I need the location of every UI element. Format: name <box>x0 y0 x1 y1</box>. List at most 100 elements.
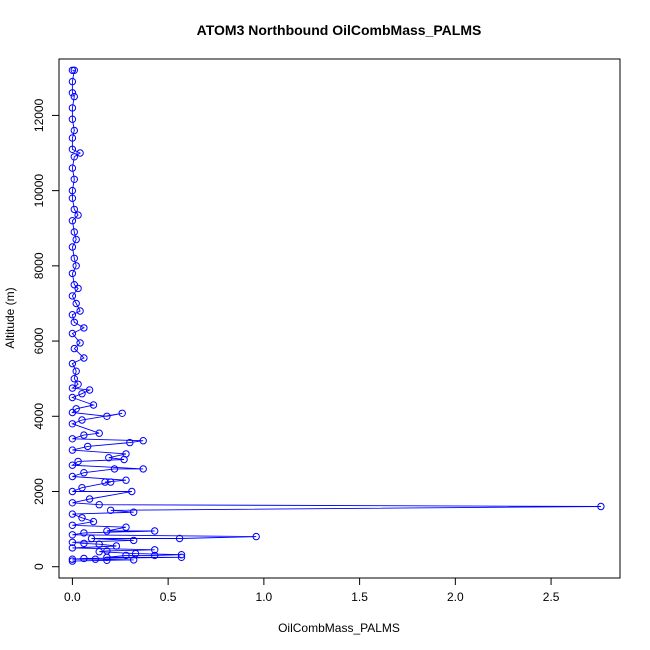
data-point <box>95 540 103 548</box>
data-point <box>78 416 86 424</box>
data-point <box>68 531 77 539</box>
data-point <box>68 510 77 518</box>
y-axis: 0 2000 4000 6000 8000 10000 12000 <box>32 98 60 570</box>
data-point <box>101 478 109 486</box>
data-point <box>80 324 88 332</box>
x-tick-label: 0.0 <box>64 590 81 604</box>
data-point <box>252 532 260 541</box>
data-point <box>130 536 138 545</box>
chart-title: ATOM3 Northbound OilCombMass_PALMS <box>197 22 482 38</box>
data-point <box>84 442 92 451</box>
data-point <box>68 521 77 529</box>
data-point <box>78 514 86 522</box>
data-point <box>70 153 79 161</box>
x-tick-label: 1.5 <box>351 590 368 604</box>
data-point <box>118 409 126 417</box>
data-point <box>78 390 86 398</box>
data-point <box>103 556 111 564</box>
data-point <box>72 405 80 413</box>
data-point <box>74 284 82 293</box>
data-point <box>70 126 79 135</box>
data-point <box>76 149 84 157</box>
data-point <box>68 393 77 402</box>
data-point <box>87 534 96 543</box>
data-point <box>122 523 130 531</box>
data-point <box>68 446 77 454</box>
data-point <box>103 553 111 561</box>
data-point <box>68 487 77 496</box>
data-point <box>68 186 77 195</box>
data-point <box>72 367 80 375</box>
data-point <box>70 281 79 289</box>
x-tick-label: 2.5 <box>543 590 560 604</box>
data-point <box>74 457 82 466</box>
data-point <box>177 551 186 559</box>
data-point <box>122 476 130 484</box>
data-point <box>68 217 77 225</box>
data-point <box>70 344 79 353</box>
data-point <box>68 115 77 123</box>
data-point <box>80 469 88 477</box>
data-point <box>151 527 159 535</box>
x-axis: 0.0 0.5 1.0 1.5 2.0 2.5 <box>64 577 560 604</box>
data-point <box>68 194 77 202</box>
x-tick-label: 0.5 <box>160 590 177 604</box>
x-axis-label: OilCombMass_PALMS <box>278 621 400 635</box>
y-tick-label: 0 <box>32 563 46 570</box>
data-point <box>70 175 79 184</box>
data-point <box>74 380 82 388</box>
data-point <box>68 544 77 552</box>
data-point <box>126 438 134 447</box>
data-point <box>70 254 79 262</box>
data-point <box>68 557 77 565</box>
data-point <box>68 329 77 338</box>
data-point <box>70 205 79 214</box>
data-point <box>139 465 147 473</box>
data-point <box>80 529 88 537</box>
data-point <box>80 431 88 439</box>
data-point <box>95 548 103 556</box>
data-point <box>175 534 184 543</box>
data-point <box>122 551 130 560</box>
data-point <box>68 420 77 428</box>
data-point <box>68 269 77 278</box>
data-point <box>130 556 138 564</box>
data-point <box>78 484 86 492</box>
data-point <box>85 495 94 503</box>
data-point <box>107 506 115 514</box>
y-tick-label: 2000 <box>32 478 46 505</box>
data-point <box>68 66 77 75</box>
data-point <box>91 555 100 563</box>
data-point <box>103 412 111 420</box>
y-tick-label: 6000 <box>32 327 46 354</box>
data-point <box>95 501 103 509</box>
data-point <box>68 555 77 563</box>
data-point <box>89 401 98 409</box>
series-line <box>71 69 601 562</box>
data-point <box>70 318 79 326</box>
data-point <box>70 66 79 75</box>
data-point <box>72 262 80 270</box>
data-point <box>68 243 77 251</box>
data-point <box>177 553 186 561</box>
data-point <box>76 339 84 347</box>
data-point <box>68 134 77 142</box>
plot-area <box>68 66 605 565</box>
data-point <box>139 437 147 445</box>
y-axis-label: Altitude (m) <box>3 287 17 348</box>
y-tick-label: 12000 <box>32 98 46 132</box>
data-point <box>103 527 111 535</box>
data-point <box>151 551 159 560</box>
data-point <box>80 539 88 548</box>
data-point <box>89 517 98 526</box>
data-point <box>72 299 80 308</box>
data-point <box>151 546 159 554</box>
data-point <box>68 145 77 154</box>
data-point <box>68 461 77 469</box>
y-tick-label: 10000 <box>32 174 46 208</box>
data-point <box>70 92 79 101</box>
x-tick-label: 1.0 <box>256 590 273 604</box>
data-point <box>597 502 605 511</box>
data-point <box>68 499 77 507</box>
